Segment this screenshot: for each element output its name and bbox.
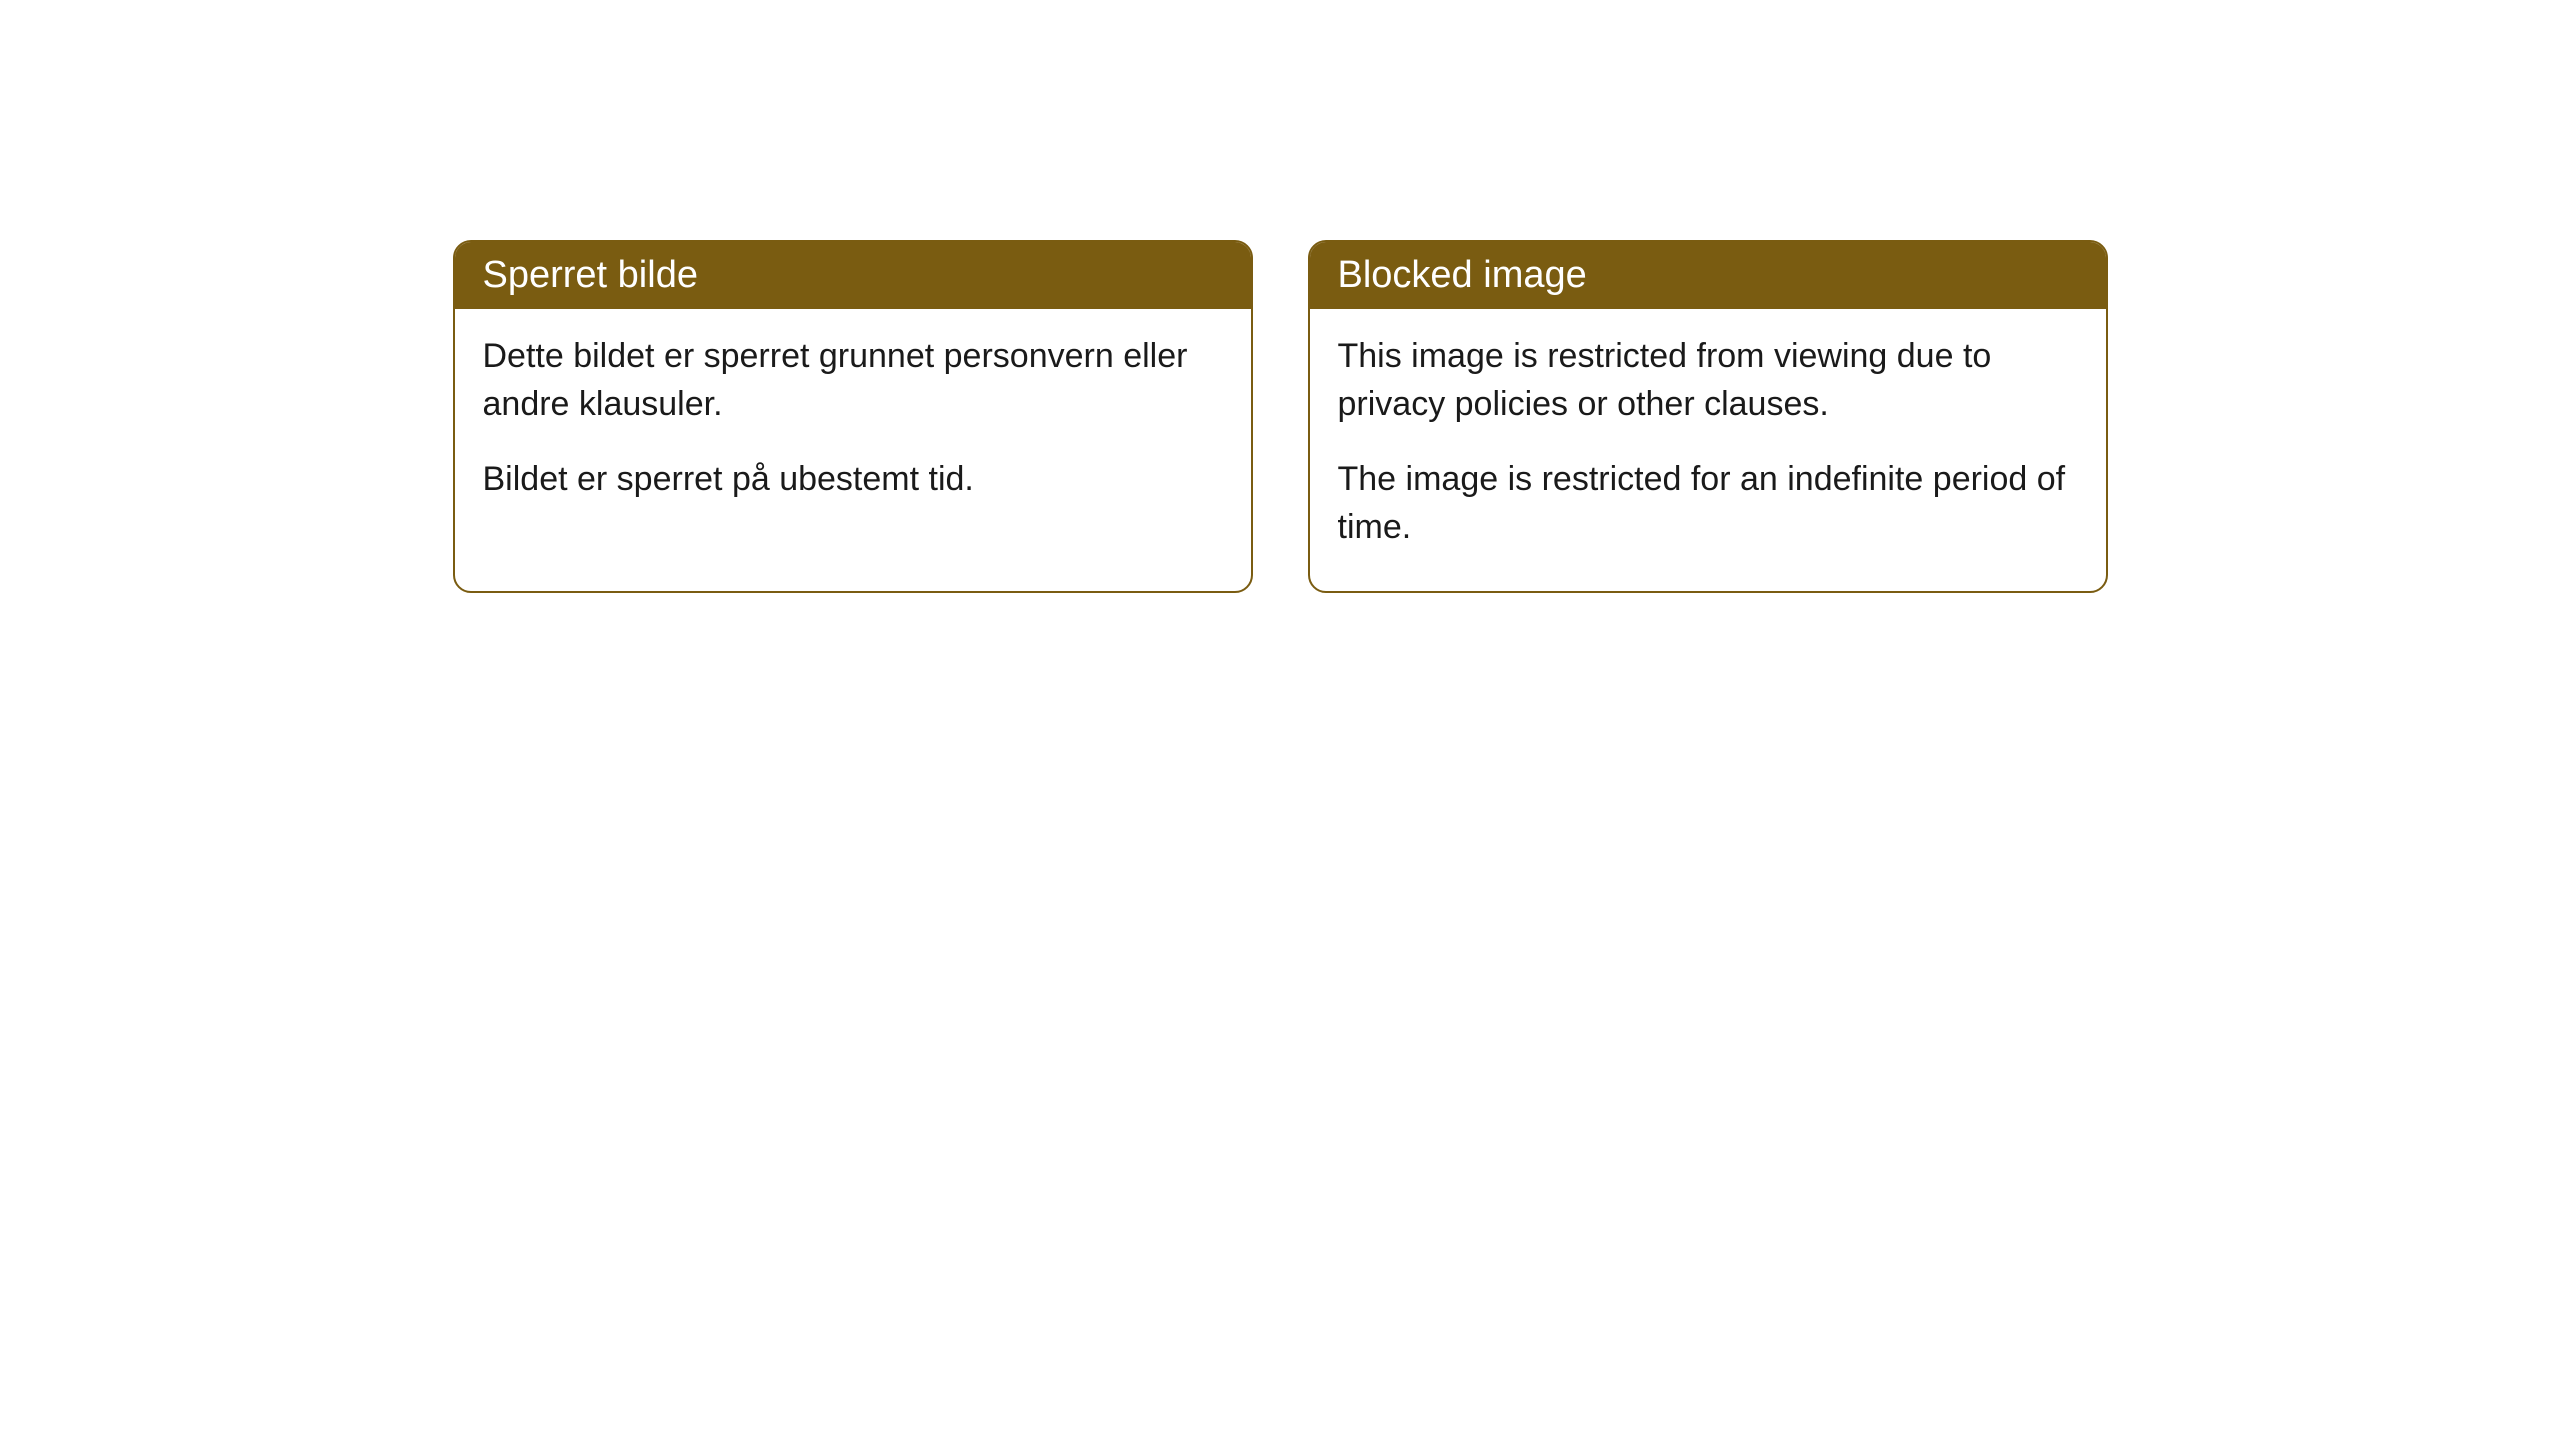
notice-container: Sperret bilde Dette bildet er sperret gr… [0,240,2560,593]
card-header-english: Blocked image [1310,242,2106,309]
notice-text-1-norwegian: Dette bildet er sperret grunnet personve… [483,333,1223,428]
notice-card-norwegian: Sperret bilde Dette bildet er sperret gr… [453,240,1253,593]
card-header-norwegian: Sperret bilde [455,242,1251,309]
notice-text-2-norwegian: Bildet er sperret på ubestemt tid. [483,456,1223,504]
notice-text-2-english: The image is restricted for an indefinit… [1338,456,2078,551]
card-body-norwegian: Dette bildet er sperret grunnet personve… [455,309,1251,544]
notice-card-english: Blocked image This image is restricted f… [1308,240,2108,593]
card-body-english: This image is restricted from viewing du… [1310,309,2106,591]
notice-text-1-english: This image is restricted from viewing du… [1338,333,2078,428]
